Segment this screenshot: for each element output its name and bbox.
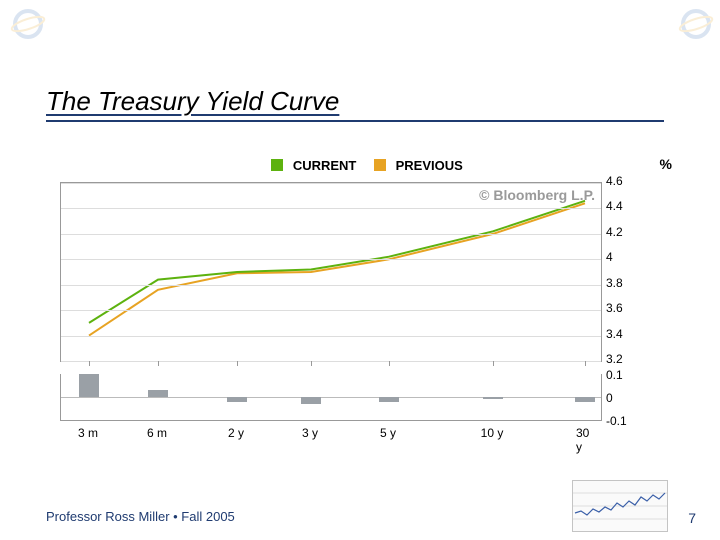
gridline: [61, 361, 601, 362]
spread-bar: [379, 397, 399, 402]
yield-lines: [61, 183, 601, 361]
y-tick-label: 4.4: [606, 199, 623, 213]
y-tick-label: 4: [606, 250, 613, 264]
legend-swatch-current: [271, 159, 283, 171]
spread-bar: [227, 397, 247, 402]
spread-bar: [483, 397, 503, 399]
x-tick-label: 2 y: [228, 426, 244, 440]
y-tick-label: 4.2: [606, 225, 623, 239]
x-tick: [311, 361, 312, 366]
spread-bar: [148, 390, 168, 397]
x-tick: [389, 361, 390, 366]
zero-line: [61, 397, 601, 398]
yield-curve-plot: © Bloomberg L.P.: [60, 182, 602, 362]
gridline: [61, 208, 601, 209]
legend-label-current: CURRENT: [293, 158, 357, 173]
x-tick-label: 30 y: [576, 426, 592, 454]
series-line-current: [89, 201, 585, 323]
x-tick: [493, 361, 494, 366]
y-tick-label: 4.6: [606, 174, 623, 188]
x-tick: [89, 361, 90, 366]
spread-bar: [79, 374, 99, 397]
gridline: [61, 285, 601, 286]
title-rule: [46, 120, 664, 122]
x-tick-label: 3 y: [302, 426, 318, 440]
x-tick-label: 6 m: [147, 426, 167, 440]
page-title: The Treasury Yield Curve: [46, 86, 339, 117]
bar-y-tick-label: 0: [606, 391, 613, 405]
x-tick-label: 5 y: [380, 426, 396, 440]
gridline: [61, 336, 601, 337]
chart-container: © Bloomberg L.P. 4.64.44.243.83.63.43.2 …: [60, 182, 660, 421]
y-tick-label: 3.8: [606, 276, 623, 290]
chart-legend: CURRENT PREVIOUS: [0, 158, 720, 173]
percent-label: %: [660, 156, 672, 172]
ie-icon: [10, 6, 46, 42]
x-tick: [237, 361, 238, 366]
page-number: 7: [688, 510, 696, 526]
x-tick: [158, 361, 159, 366]
legend-label-previous: PREVIOUS: [396, 158, 463, 173]
y-tick-label: 3.4: [606, 327, 623, 341]
ie-icon: [678, 6, 714, 42]
spread-bar: [575, 397, 595, 402]
footer-text: Professor Ross Miller • Fall 2005: [46, 509, 235, 524]
spread-bar-plot: [60, 374, 602, 421]
spread-bar: [301, 397, 321, 404]
x-tick-label: 3 m: [78, 426, 98, 440]
y-tick-label: 3.6: [606, 301, 623, 315]
bar-y-tick-label: -0.1: [606, 414, 627, 428]
x-tick: [585, 361, 586, 366]
gridline: [61, 183, 601, 184]
legend-swatch-previous: [374, 159, 386, 171]
y-tick-label: 3.2: [606, 352, 623, 366]
x-tick-label: 10 y: [481, 426, 504, 440]
gridline: [61, 234, 601, 235]
mini-chart-thumbnail: [572, 480, 668, 532]
bar-y-tick-label: 0.1: [606, 368, 623, 382]
series-line-previous: [89, 203, 585, 335]
gridline: [61, 259, 601, 260]
gridline: [61, 310, 601, 311]
